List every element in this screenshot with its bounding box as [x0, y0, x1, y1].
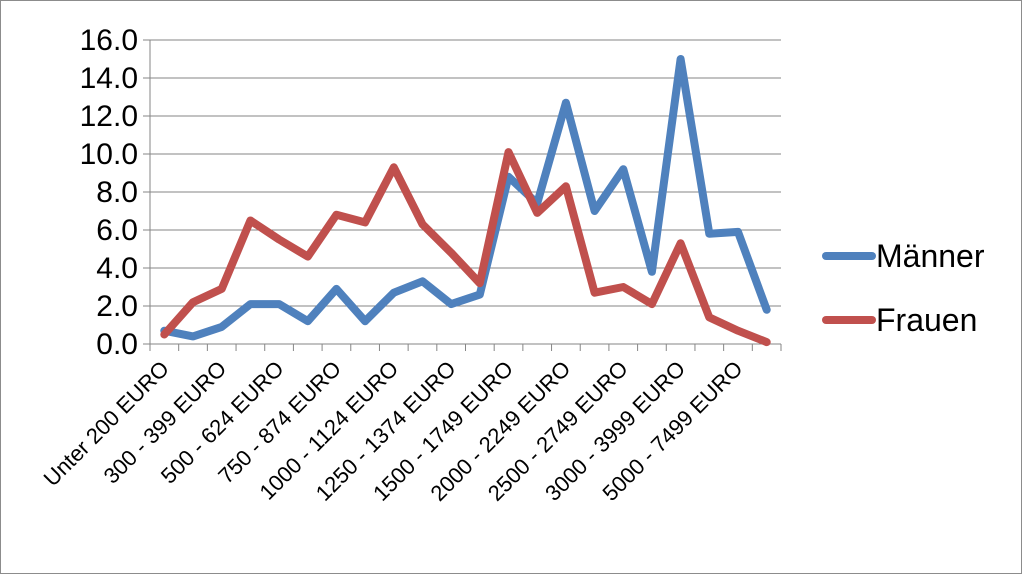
series-line-maenner	[160, 55, 771, 341]
series-lines	[160, 55, 771, 347]
y-tick-label: 0.0	[96, 328, 138, 361]
y-tick-label: 14.0	[80, 62, 138, 95]
y-tick-label: 12.0	[80, 100, 138, 133]
legend-label: Frauen	[876, 302, 977, 338]
y-tick-label: 6.0	[96, 214, 138, 247]
y-tick-label: 8.0	[96, 176, 138, 209]
y-tick-label: 2.0	[96, 290, 138, 323]
y-axis-ticks: 0.0 2.0 4.0 6.0 8.0 10.0 12.0 14.0 16.0	[80, 24, 138, 361]
y-tick-label: 10.0	[80, 138, 138, 171]
series-line-frauen	[160, 148, 771, 347]
legend: Männer Frauen	[822, 238, 985, 338]
y-tick-label: 4.0	[96, 252, 138, 285]
axes	[143, 39, 782, 351]
legend-label: Männer	[876, 238, 985, 274]
y-tick-label: 16.0	[80, 24, 138, 57]
